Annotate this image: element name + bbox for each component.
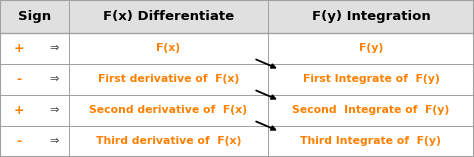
Text: +: + <box>14 104 25 117</box>
Text: ⇒: ⇒ <box>49 43 58 54</box>
Text: Second  Integrate of  F(y): Second Integrate of F(y) <box>292 106 449 116</box>
Text: Third Integrate of  F(y): Third Integrate of F(y) <box>301 136 441 146</box>
Text: F(x): F(x) <box>156 43 180 54</box>
Text: Third derivative of  F(x): Third derivative of F(x) <box>96 136 241 146</box>
Bar <box>0 33 474 64</box>
Bar <box>0 126 474 157</box>
Text: +: + <box>14 42 25 55</box>
Text: ⇒: ⇒ <box>49 136 58 146</box>
Text: -: - <box>17 135 22 148</box>
Bar <box>0 64 474 95</box>
Text: -: - <box>17 73 22 86</box>
Text: F(y) Integration: F(y) Integration <box>311 10 430 23</box>
Text: Sign: Sign <box>18 10 51 23</box>
Text: ⇒: ⇒ <box>49 106 58 116</box>
Text: ⇒: ⇒ <box>49 74 58 84</box>
Bar <box>0 95 474 126</box>
Text: First Integrate of  F(y): First Integrate of F(y) <box>302 74 439 84</box>
Text: F(x) Differentiate: F(x) Differentiate <box>103 10 234 23</box>
Text: First derivative of  F(x): First derivative of F(x) <box>98 74 239 84</box>
Text: F(y): F(y) <box>359 43 383 54</box>
Bar <box>0 0 474 33</box>
Text: Second derivative of  F(x): Second derivative of F(x) <box>89 106 247 116</box>
